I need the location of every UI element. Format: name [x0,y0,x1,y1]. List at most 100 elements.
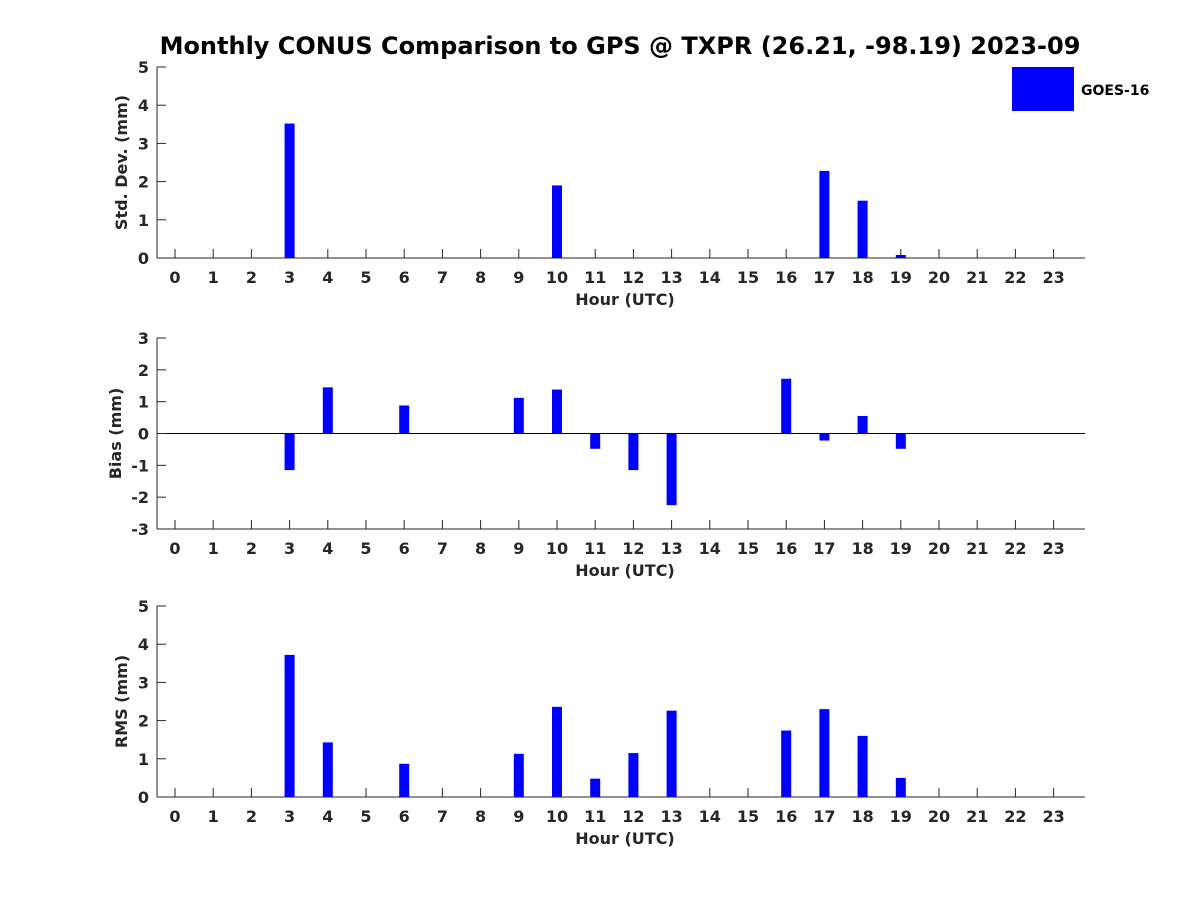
legend-label: GOES-16 [1081,83,1149,99]
x-tick-label: 16 [775,807,797,826]
y-tick-label: -3 [131,520,149,539]
x-tick-label: 17 [813,807,835,826]
bar-hour-3 [284,654,295,797]
y-tick-label: 1 [138,393,149,412]
bar-hour-10 [552,389,562,434]
y-tick-label: 2 [138,361,149,380]
x-tick-label: 6 [399,807,410,826]
x-tick-label: 13 [660,807,682,826]
x-tick-label: 22 [1004,268,1026,287]
x-tick-label: 11 [584,268,606,287]
x-tick-label: 14 [699,268,721,287]
x-tick-label: 8 [475,807,486,826]
x-tick-label: 19 [890,539,912,558]
x-axis-label: Hour (UTC) [575,290,675,309]
x-tick-label: 3 [284,539,295,558]
bar-hour-11 [590,778,601,797]
y-tick-label: 0 [138,425,149,444]
x-tick-label: 9 [513,268,524,287]
y-tick-label: -1 [131,456,149,475]
bar-hour-18 [857,735,868,797]
x-tick-label: 12 [622,807,644,826]
x-tick-label: 14 [699,539,721,558]
x-tick-label: 15 [737,539,759,558]
x-tick-label: 8 [475,539,486,558]
x-tick-label: 14 [699,807,721,826]
x-tick-label: 3 [284,268,295,287]
y-tick-label: 3 [138,329,149,348]
x-tick-label: 13 [660,539,682,558]
x-tick-label: 2 [246,807,257,826]
x-tick-label: 0 [169,539,180,558]
y-tick-label: 1 [138,750,149,769]
x-tick-label: 23 [1042,268,1064,287]
bar-hour-6 [399,763,410,797]
bar-hour-12 [628,433,639,471]
legend-swatch [1012,67,1074,111]
x-tick-label: 10 [546,539,568,558]
bar-hour-19 [895,777,906,797]
x-tick-label: 21 [966,268,988,287]
x-tick-label: 20 [928,539,950,558]
x-tick-label: 4 [322,807,333,826]
x-tick-label: 4 [322,539,333,558]
x-tick-label: 15 [737,268,759,287]
bar-hour-18 [857,415,868,434]
x-tick-label: 18 [851,268,873,287]
x-tick-label: 16 [775,268,797,287]
x-tick-label: 10 [546,807,568,826]
x-tick-label: 18 [851,807,873,826]
x-tick-label: 0 [169,268,180,287]
bar-hour-9 [513,753,524,797]
x-axis-label: Hour (UTC) [575,829,675,848]
x-tick-label: 18 [851,539,873,558]
x-tick-label: 5 [360,807,371,826]
bar-hour-11 [590,433,601,449]
bar-hour-17 [819,433,830,441]
x-tick-label: 1 [208,539,219,558]
bar-hour-3 [284,123,295,258]
legend: GOES-16 [1012,67,1149,111]
x-tick-label: 17 [813,268,835,287]
y-tick-label: 5 [138,597,149,616]
x-tick-label: 9 [513,807,524,826]
x-tick-label: 23 [1042,807,1064,826]
x-tick-label: 0 [169,807,180,826]
x-tick-label: 15 [737,807,759,826]
x-tick-label: 6 [399,539,410,558]
x-tick-label: 8 [475,268,486,287]
x-tick-label: 9 [513,539,524,558]
x-tick-label: 21 [966,807,988,826]
bar-hour-10 [552,706,562,797]
x-tick-label: 3 [284,807,295,826]
y-tick-label: 1 [138,211,149,230]
y-tick-label: 5 [138,58,149,77]
x-tick-label: 10 [546,268,568,287]
y-tick-label: 2 [138,173,149,192]
chart-title: Monthly CONUS Comparison to GPS @ TXPR (… [160,32,1081,60]
y-tick-label: 3 [138,673,149,692]
bar-hour-3 [284,433,295,471]
x-tick-label: 13 [660,268,682,287]
x-tick-label: 7 [437,539,448,558]
bar-hour-13 [666,433,677,506]
x-tick-label: 1 [208,807,219,826]
x-tick-label: 12 [622,539,644,558]
x-tick-label: 17 [813,539,835,558]
y-tick-label: 0 [138,249,149,268]
y-tick-label: 0 [138,788,149,807]
bar-hour-19 [895,254,906,258]
bar-hour-19 [895,433,906,449]
x-tick-label: 7 [437,268,448,287]
y-tick-label: 4 [138,96,149,115]
bar-hour-17 [819,709,830,797]
y-tick-label: 4 [138,635,149,654]
x-tick-label: 23 [1042,539,1064,558]
x-tick-label: 11 [584,807,606,826]
x-tick-label: 6 [399,268,410,287]
